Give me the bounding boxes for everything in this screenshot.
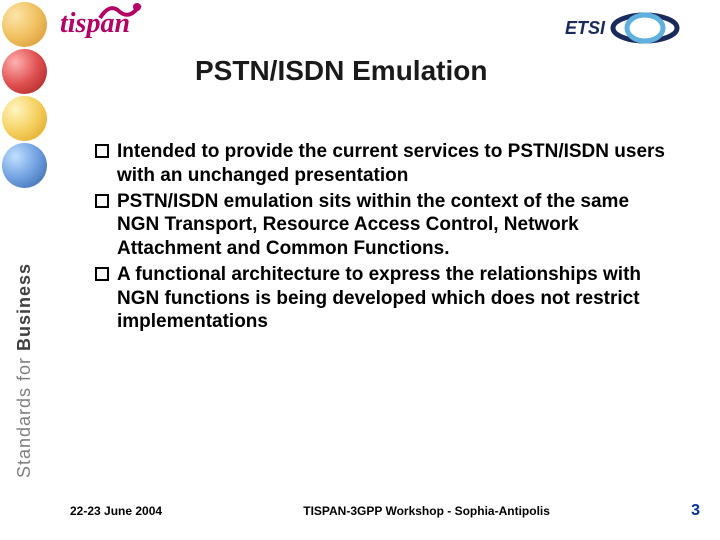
etsi-logo-text: ETSI xyxy=(565,18,605,39)
bullet-text: PSTN/ISDN emulation sits within the cont… xyxy=(117,190,675,261)
bullet-item: PSTN/ISDN emulation sits within the cont… xyxy=(95,190,675,261)
footer-date: 22-23 June 2004 xyxy=(70,504,162,518)
footer: 22-23 June 2004 TISPAN-3GPP Workshop - S… xyxy=(70,502,700,520)
bullet-marker-icon xyxy=(95,267,109,281)
bullet-item: A functional architecture to express the… xyxy=(95,263,675,334)
bullet-text: A functional architecture to express the… xyxy=(117,263,675,334)
sidebar-label-light: Standards for xyxy=(15,350,35,477)
bullet-marker-icon xyxy=(95,144,109,158)
globe-icon-1 xyxy=(2,2,47,47)
footer-center: TISPAN-3GPP Workshop - Sophia-Antipolis xyxy=(162,504,691,518)
tispan-logo: tispan xyxy=(60,8,130,40)
globe-icon-4 xyxy=(2,143,47,188)
content-area: Intended to provide the current services… xyxy=(95,140,675,336)
globe-icon-2 xyxy=(2,49,47,94)
sidebar-label: Standards for Business xyxy=(0,200,50,540)
slide-title: PSTN/ISDN Emulation xyxy=(195,55,487,87)
globe-icon-3 xyxy=(2,96,47,141)
bullet-text: Intended to provide the current services… xyxy=(117,140,675,188)
etsi-logo: ETSI xyxy=(565,8,705,48)
bullet-marker-icon xyxy=(95,194,109,208)
sidebar-label-bold: Business xyxy=(15,262,35,350)
sidebar-strip: Standards for Business xyxy=(0,0,50,540)
footer-page-number: 3 xyxy=(691,502,700,520)
bullet-item: Intended to provide the current services… xyxy=(95,140,675,188)
etsi-oval-icon xyxy=(610,12,680,44)
